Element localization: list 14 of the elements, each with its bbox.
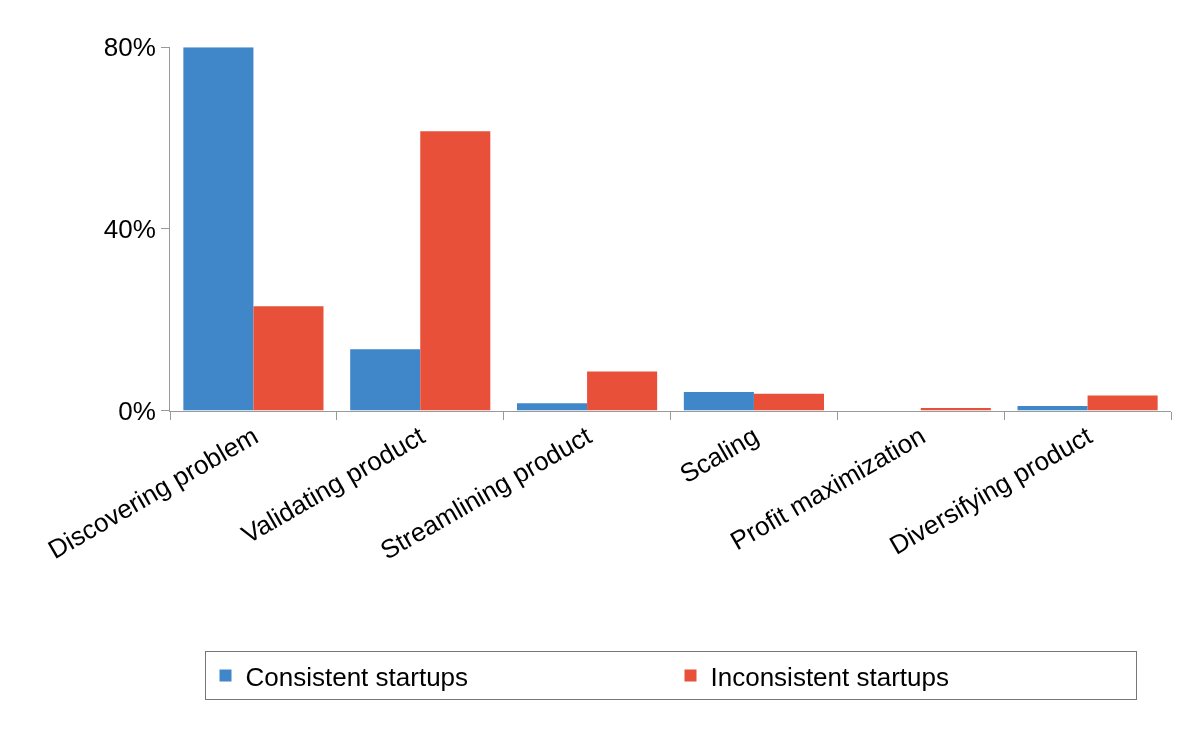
- bar: [753, 393, 824, 411]
- y-tick-label: 0%: [118, 395, 156, 426]
- bar: [350, 349, 421, 411]
- bar: [420, 131, 491, 411]
- bar: [683, 391, 754, 411]
- y-tick-label: 40%: [103, 214, 156, 244]
- bar: [253, 306, 324, 411]
- legend-label: Inconsistent startups: [710, 661, 949, 692]
- y-tick-label: 80%: [103, 32, 156, 63]
- bar: [1087, 395, 1158, 411]
- bar: [587, 371, 658, 411]
- bar: [517, 403, 588, 411]
- bar: [183, 47, 254, 411]
- legend-label: Consistent startups: [245, 661, 469, 692]
